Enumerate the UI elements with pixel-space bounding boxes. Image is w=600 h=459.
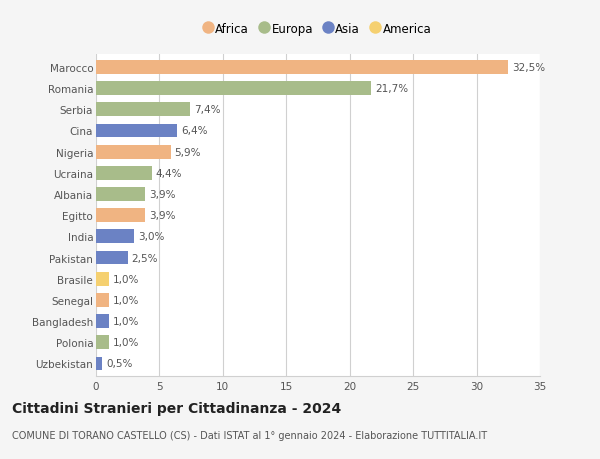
Bar (96, 314, 109, 328)
Text: 0,5%: 0,5% (106, 358, 133, 369)
Text: 2,5%: 2,5% (131, 253, 158, 263)
Bar (96, 167, 152, 180)
Bar (96, 357, 103, 370)
Bar (96, 251, 128, 265)
Text: 1,0%: 1,0% (112, 295, 139, 305)
Bar (96, 61, 508, 75)
Text: Cittadini Stranieri per Cittadinanza - 2024: Cittadini Stranieri per Cittadinanza - 2… (12, 402, 341, 415)
Text: 32,5%: 32,5% (512, 63, 545, 73)
Bar (96, 82, 371, 96)
Bar (96, 230, 134, 244)
Text: 3,0%: 3,0% (138, 232, 164, 242)
Bar (96, 293, 109, 307)
Text: COMUNE DI TORANO CASTELLO (CS) - Dati ISTAT al 1° gennaio 2024 - Elaborazione TU: COMUNE DI TORANO CASTELLO (CS) - Dati IS… (12, 430, 487, 440)
Text: 1,0%: 1,0% (112, 316, 139, 326)
Text: 1,0%: 1,0% (112, 337, 139, 347)
Text: 3,9%: 3,9% (149, 211, 176, 221)
Text: 5,9%: 5,9% (175, 147, 201, 157)
Text: 6,4%: 6,4% (181, 126, 208, 136)
Bar (96, 146, 171, 159)
Bar (96, 209, 145, 223)
Text: 3,9%: 3,9% (149, 190, 176, 200)
Text: 21,7%: 21,7% (375, 84, 408, 94)
Text: 4,4%: 4,4% (155, 168, 182, 179)
Bar (96, 188, 145, 202)
Bar (96, 336, 109, 349)
Text: 7,4%: 7,4% (194, 105, 220, 115)
Legend: Africa, Europa, Asia, America: Africa, Europa, Asia, America (201, 19, 435, 39)
Bar (96, 103, 190, 117)
Text: 1,0%: 1,0% (112, 274, 139, 284)
Bar (96, 272, 109, 286)
Bar (96, 124, 177, 138)
